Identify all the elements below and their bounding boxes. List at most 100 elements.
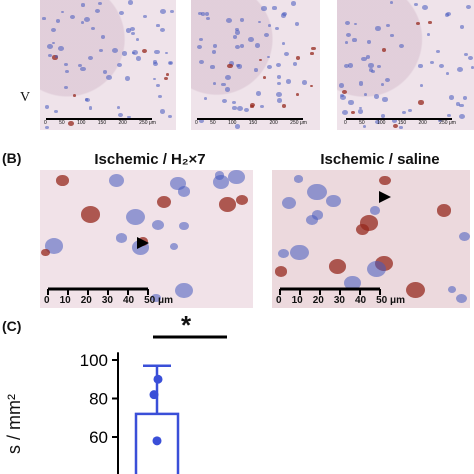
y-tick-label: 80	[89, 390, 108, 409]
y-tick-label: 100	[80, 351, 108, 370]
tick-label: 20	[312, 295, 324, 306]
cell-nucleus	[448, 95, 455, 100]
cell-nucleus	[156, 23, 160, 27]
cell-nucleus	[392, 123, 398, 129]
significance-bracket	[153, 335, 227, 339]
cell-nucleus	[267, 65, 272, 70]
cell-nucleus	[382, 96, 388, 102]
cell-nucleus	[203, 97, 208, 101]
cell-nucleus	[363, 93, 367, 96]
scale-labels-b-right: 0 10 20 30 40 50 μm	[276, 295, 406, 306]
cell-nucleus	[206, 16, 210, 20]
cell-nucleus	[218, 196, 237, 212]
cell-nucleus	[210, 65, 215, 69]
cell-nucleus	[87, 55, 94, 61]
cell-nucleus	[414, 2, 418, 6]
cell-nucleus	[64, 86, 68, 90]
cell-nucleus	[362, 125, 367, 129]
cell-nucleus	[72, 93, 77, 97]
micrograph-saline	[272, 170, 470, 308]
cell-nucleus	[199, 59, 205, 65]
tick-label: 100	[377, 120, 386, 126]
cell-nucleus	[444, 12, 450, 17]
cell-nucleus	[292, 61, 298, 66]
cell-nucleus	[153, 61, 159, 67]
cell-nucleus	[179, 222, 189, 231]
cell-nucleus	[276, 92, 282, 97]
cell-nucleus	[258, 20, 262, 24]
tick-label: 200	[418, 120, 427, 126]
cell-nucleus	[355, 223, 369, 235]
cell-nucleus	[366, 260, 387, 278]
cell-nucleus	[80, 206, 101, 224]
tick-label: 200	[269, 120, 278, 126]
cell-nucleus	[446, 113, 452, 118]
cell-nucleus	[235, 27, 239, 31]
tick-label: 100	[77, 120, 86, 126]
data-point	[152, 436, 162, 446]
cell-nucleus	[221, 82, 226, 87]
cell-nucleus	[366, 40, 371, 44]
cell-nucleus	[45, 125, 50, 130]
scale-labels-b-left: 0 10 20 30 40 50 μm	[44, 295, 174, 306]
cell-nucleus	[457, 67, 463, 73]
cell-nucleus	[124, 76, 130, 81]
cell-nucleus	[307, 183, 327, 201]
cell-nucleus	[248, 36, 254, 42]
cell-nucleus	[276, 63, 281, 68]
cell-nucleus	[126, 208, 146, 225]
cell-nucleus	[456, 293, 468, 304]
tick-label: 150	[248, 120, 258, 126]
cell-nucleus	[368, 68, 373, 73]
tick-label: 250 μm	[139, 120, 156, 126]
cell-nucleus	[201, 12, 206, 16]
cell-nucleus	[160, 28, 165, 33]
cell-nucleus	[212, 82, 217, 86]
cell-nucleus	[95, 9, 100, 14]
cell-nucleus	[274, 26, 280, 31]
tick-label: 10	[59, 295, 71, 306]
arrowhead-icon	[379, 191, 391, 203]
cell-nucleus	[105, 74, 112, 80]
cell-nucleus	[328, 259, 347, 275]
tick-label: 40	[122, 295, 135, 306]
cell-nucleus	[197, 44, 203, 50]
tick-label: 30	[333, 295, 345, 306]
tick-label: 50	[359, 120, 365, 126]
cell-nucleus	[285, 79, 291, 84]
cell-nucleus	[267, 24, 272, 28]
cell-nucleus	[54, 109, 59, 114]
cell-nucleus	[339, 95, 346, 101]
cell-nucleus	[467, 56, 473, 61]
micrograph-h2	[40, 170, 253, 308]
cell-nucleus	[345, 32, 351, 37]
cell-nucleus	[281, 104, 286, 108]
cell-nucleus	[177, 185, 191, 197]
cell-nucleus	[61, 10, 65, 14]
cell-nucleus	[377, 64, 381, 68]
cell-nucleus	[64, 62, 69, 67]
cell-nucleus	[357, 109, 364, 115]
tick-label: 20	[80, 295, 92, 306]
cell-nucleus	[88, 106, 93, 110]
cell-nucleus	[170, 243, 179, 251]
cell-nucleus	[436, 49, 441, 54]
cell-nucleus	[169, 9, 174, 14]
tick-label: 50 μm	[376, 295, 405, 306]
cell-nucleus	[464, 53, 468, 57]
cell-nucleus	[419, 83, 424, 87]
cell-nucleus	[366, 55, 371, 59]
cell-nucleus	[360, 215, 379, 231]
cell-nucleus	[117, 63, 123, 68]
cell-nucleus	[64, 69, 69, 74]
cell-nucleus	[152, 77, 156, 81]
cell-nucleus	[151, 293, 161, 302]
scalebar-top-1	[44, 116, 154, 128]
cell-nucleus	[235, 124, 240, 129]
cell-nucleus	[350, 110, 356, 115]
tick-label: 0	[44, 295, 50, 306]
cell-nucleus	[159, 8, 166, 14]
cell-nucleus	[266, 55, 271, 59]
cell-nucleus	[115, 232, 128, 243]
cell-nucleus	[447, 285, 457, 293]
